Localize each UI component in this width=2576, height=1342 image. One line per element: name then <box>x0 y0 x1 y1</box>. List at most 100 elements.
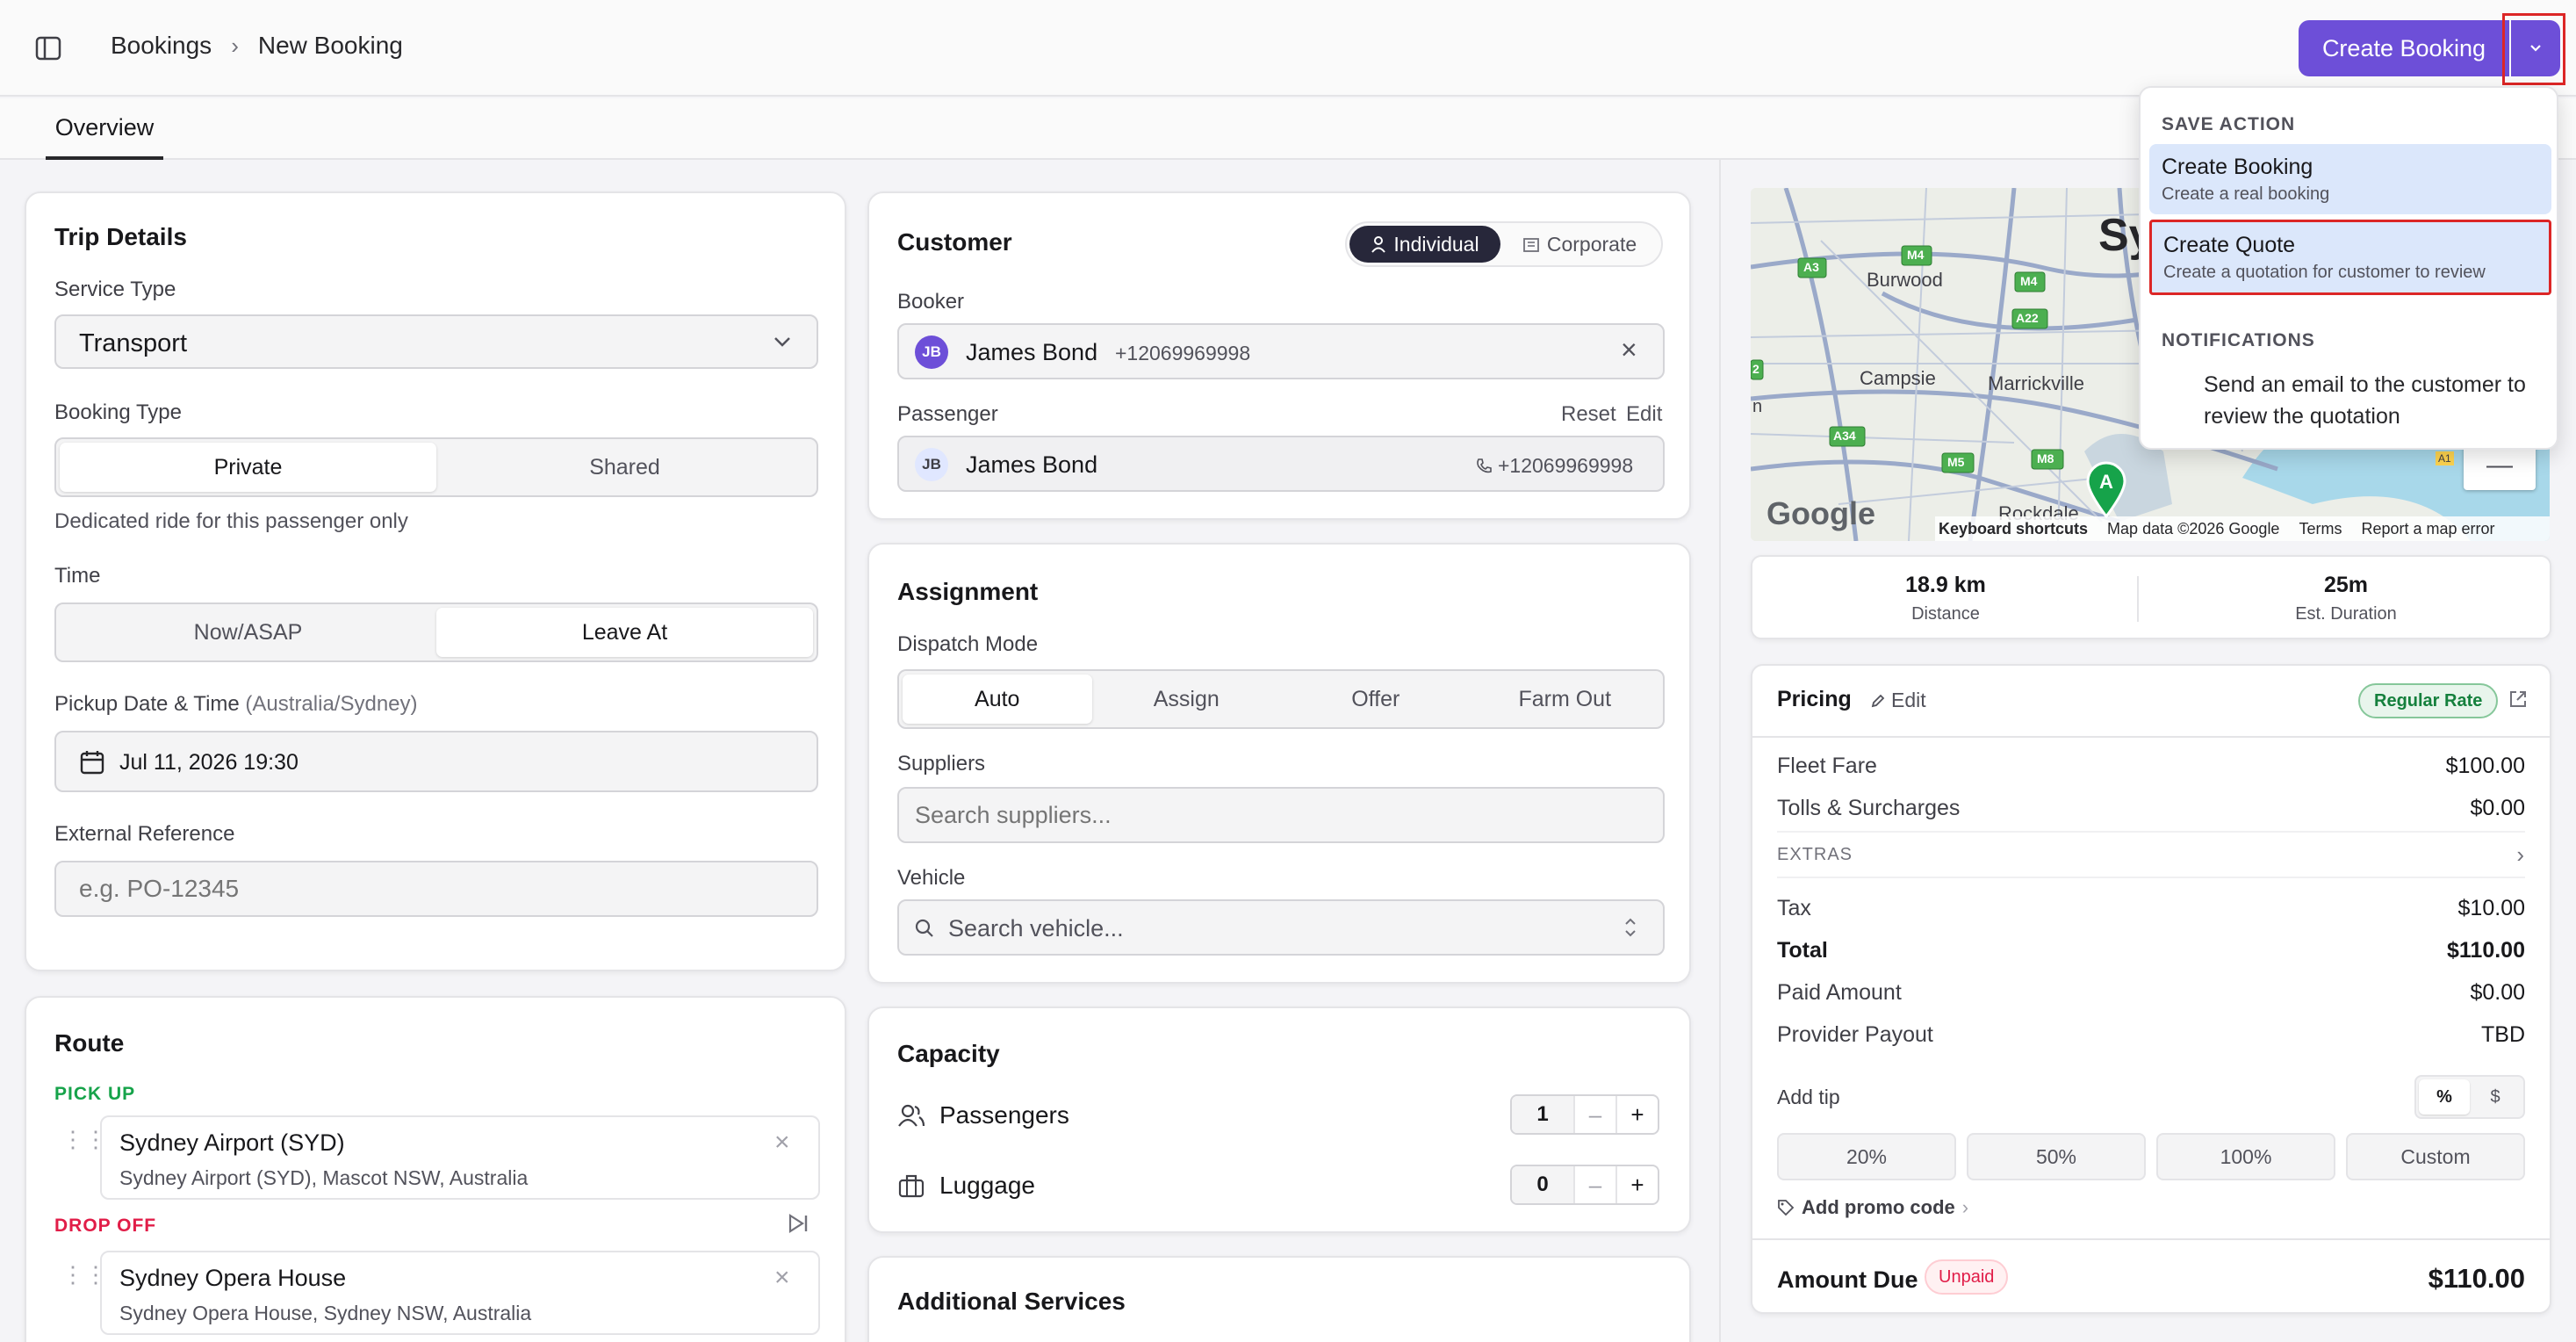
luggage-increment-button[interactable]: + <box>1615 1166 1658 1203</box>
booking-type-private[interactable]: Private <box>60 443 436 492</box>
tax-label: Tax <box>1777 896 1811 920</box>
pickup-datetime-label: Pickup Date & Time (Australia/Sydney) <box>54 692 418 717</box>
luggage-decrement-button[interactable]: – <box>1573 1166 1615 1203</box>
booker-field[interactable]: JB James Bond +12069969998 × <box>897 323 1665 379</box>
chevron-down-icon <box>2528 43 2544 54</box>
external-link-icon[interactable] <box>2508 689 2529 710</box>
booking-type-hint: Dedicated ride for this passenger only <box>54 509 408 533</box>
skip-forward-icon[interactable] <box>787 1212 809 1235</box>
passenger-avatar: JB <box>915 448 948 481</box>
notification-email-option[interactable]: Send an email to the customer to review … <box>2204 369 2526 432</box>
payout-row: Provider Payout TBD <box>1777 1022 2525 1048</box>
dispatch-farm-out[interactable]: Farm Out <box>1518 686 1612 711</box>
pickup-name: Sydney Airport (SYD) <box>119 1129 345 1156</box>
customer-title: Customer <box>897 228 1012 256</box>
marker-label: A <box>2099 471 2113 493</box>
amount-due-label: Amount Due <box>1777 1266 1918 1293</box>
paid-row: Paid Amount $0.00 <box>1777 980 2525 1006</box>
customer-type-individual[interactable]: Individual <box>1349 226 1500 263</box>
keyboard-shortcuts-link[interactable]: Keyboard shortcuts <box>1939 519 2089 538</box>
map-place-label: n <box>1752 397 1763 416</box>
clear-pickup-icon[interactable]: × <box>774 1128 790 1157</box>
suppliers-search-input[interactable] <box>897 787 1665 843</box>
add-tip-label: Add tip <box>1777 1086 1840 1108</box>
pricing-card: Pricing Edit Regular Rate Fleet Fare $100… <box>1751 664 2551 1314</box>
payout-value: TBD <box>2481 1022 2525 1047</box>
breadcrumb: Bookings › New Booking <box>111 32 403 60</box>
individual-label: Individual <box>1393 232 1479 256</box>
customer-type-corporate[interactable]: Corporate <box>1500 226 1659 263</box>
booking-type-shared[interactable]: Shared <box>589 454 660 480</box>
user-icon <box>1371 235 1386 253</box>
vehicle-label: Vehicle <box>897 866 966 890</box>
save-options-toggle[interactable] <box>2511 20 2560 76</box>
option-create-booking[interactable]: Create Booking Create a real booking <box>2149 144 2551 214</box>
passengers-increment-button[interactable]: + <box>1615 1096 1658 1133</box>
time-leave-at[interactable]: Leave At <box>436 608 813 657</box>
map-data-credit: Map data ©2026 Google <box>2107 519 2280 538</box>
clear-dropoff-icon[interactable]: × <box>774 1263 790 1292</box>
vehicle-select[interactable]: Search vehicle... <box>897 899 1665 956</box>
trip-details-card: Trip Details Service Type Transport Book… <box>25 191 846 971</box>
pickup-section-label: PICK UP <box>54 1084 136 1104</box>
tip-option-custom[interactable]: Custom <box>2346 1133 2525 1180</box>
map-place-burwood: Burwood <box>1867 269 1943 291</box>
dropoff-section-label: DROP OFF <box>54 1216 157 1236</box>
vehicle-placeholder: Search vehicle... <box>948 915 1124 942</box>
tip-mode-percent[interactable]: % <box>2419 1079 2470 1115</box>
service-type-value: Transport <box>79 329 188 357</box>
map-terms-link[interactable]: Terms <box>2299 519 2342 538</box>
pickup-location[interactable]: Sydney Airport (SYD) Sydney Airport (SYD… <box>100 1115 820 1200</box>
tip-option-50[interactable]: 50% <box>1967 1133 2146 1180</box>
booker-label: Booker <box>897 290 965 314</box>
tip-option-20[interactable]: 20% <box>1777 1133 1956 1180</box>
building-icon <box>1522 235 1540 253</box>
additional-services-title: Additional Services <box>897 1288 1126 1315</box>
report-map-error-link[interactable]: Report a map error <box>2361 519 2495 538</box>
tip-mode-dollar[interactable]: $ <box>2490 1086 2500 1107</box>
external-reference-input[interactable] <box>54 861 818 917</box>
passengers-stepper: 1 – + <box>1510 1094 1659 1135</box>
passengers-label: Passengers <box>939 1101 1069 1129</box>
luggage-value[interactable]: 0 <box>1512 1166 1573 1203</box>
service-type-select[interactable]: Transport <box>54 314 818 369</box>
dispatch-assign[interactable]: Assign <box>1153 686 1220 711</box>
create-booking-button[interactable]: Create Booking <box>2299 20 2509 76</box>
dropoff-name: Sydney Opera House <box>119 1265 347 1291</box>
sidebar-toggle-icon[interactable] <box>35 35 61 61</box>
booking-type-toggle: Private Shared <box>54 437 818 497</box>
road-label: M4 <box>1907 248 1925 262</box>
time-now-asap[interactable]: Now/ASAP <box>193 619 303 645</box>
duration-label: Est. Duration <box>2295 604 2397 624</box>
add-promo-code-link[interactable]: Add promo code › <box>1777 1196 1968 1219</box>
passengers-value[interactable]: 1 <box>1512 1096 1573 1133</box>
rate-badge: Regular Rate <box>2358 683 2499 718</box>
google-logo: Google <box>1767 495 1875 531</box>
passenger-reset-link[interactable]: Reset <box>1561 402 1616 426</box>
pickup-datetime-input[interactable]: Jul 11, 2026 19:30 <box>54 731 818 792</box>
pricing-edit-button[interactable]: Edit <box>1870 689 1926 712</box>
passengers-decrement-button[interactable]: – <box>1573 1096 1615 1133</box>
stats-divider <box>2137 576 2139 622</box>
external-reference-label: External Reference <box>54 822 235 846</box>
passenger-name: James Bond <box>966 451 1098 478</box>
dispatch-auto[interactable]: Auto <box>903 675 1092 724</box>
clear-booker-icon[interactable]: × <box>1621 334 1637 365</box>
route-card: Route PICK UP ⋮⋮ Sydney Airport (SYD) Sy… <box>25 996 846 1342</box>
corporate-label: Corporate <box>1546 232 1637 256</box>
extras-row[interactable]: EXTRAS › <box>1777 841 2525 869</box>
passenger-edit-link[interactable]: Edit <box>1626 402 1663 426</box>
dispatch-offer[interactable]: Offer <box>1351 686 1400 711</box>
booker-name: James Bond <box>966 339 1098 365</box>
dropoff-location[interactable]: Sydney Opera House Sydney Opera House, S… <box>100 1251 820 1335</box>
tab-overview[interactable]: Overview <box>46 114 163 160</box>
road-label: M8 <box>2037 451 2054 465</box>
tip-option-100[interactable]: 100% <box>2156 1133 2335 1180</box>
breadcrumb-bookings[interactable]: Bookings <box>111 32 212 59</box>
tolls-row: Tolls & Surcharges $0.00 <box>1777 796 2525 821</box>
pricing-edit-label: Edit <box>1891 689 1926 711</box>
pickup-marker-icon[interactable]: A <box>2083 460 2130 518</box>
option-create-quote[interactable]: Create Quote Create a quotation for cust… <box>2149 220 2551 295</box>
passenger-field[interactable]: JB James Bond +12069969998 <box>897 436 1665 492</box>
chevron-down-icon <box>773 336 792 348</box>
